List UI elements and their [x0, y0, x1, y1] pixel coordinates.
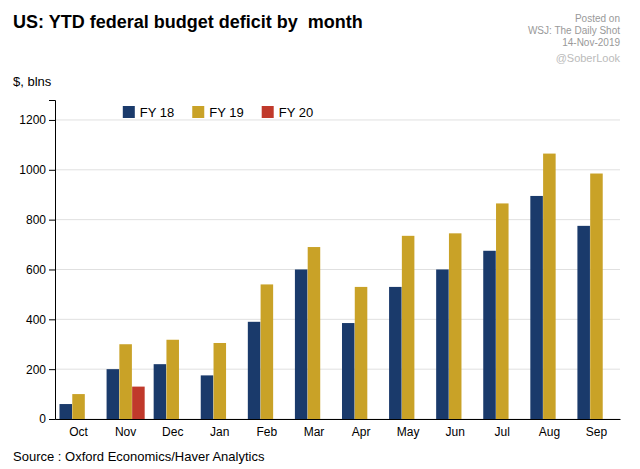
y-tick-mark: [49, 170, 55, 171]
y-tick-mark: [49, 319, 55, 320]
y-tick-label: 400: [26, 313, 46, 327]
bar: [248, 322, 261, 419]
x-tick-label: Apr: [352, 425, 371, 439]
bar: [543, 154, 556, 419]
source: Source : Oxford Economics/Haver Analytic…: [13, 449, 265, 464]
annotation: @SoberLook: [556, 52, 621, 64]
x-tick-label: Jan: [210, 425, 229, 439]
bar: [214, 343, 227, 419]
bar: [530, 196, 543, 419]
y-tick: 200: [26, 362, 55, 376]
y-tick-mark: [49, 369, 55, 370]
title: US: YTD federal budget deficit by month: [13, 12, 363, 32]
x-tick: May: [397, 425, 420, 439]
x-tick-label: Jun: [446, 425, 465, 439]
bar-series: [132, 387, 145, 419]
bars: [59, 154, 602, 419]
x-tick: Jun: [446, 425, 465, 439]
x-tick: Aug: [539, 425, 560, 439]
bar: [119, 344, 132, 419]
legend-item: FY 19: [192, 105, 243, 120]
y-tick-mark: [49, 120, 55, 121]
y-tick: 1200: [19, 113, 55, 127]
y-tick-label: 600: [26, 263, 46, 277]
x-tick: Jan: [210, 425, 229, 439]
bar-series: [59, 196, 589, 419]
bar: [107, 369, 120, 419]
legend-swatch: [123, 106, 135, 118]
x-axis-line: [56, 419, 621, 420]
legend-label: FY 20: [279, 105, 313, 120]
bar-series: [72, 154, 602, 419]
bar: [449, 233, 462, 419]
x-tick-label: Sep: [586, 425, 608, 439]
x-tick: Mar: [304, 425, 325, 439]
y-axis-title: $, blns: [13, 74, 52, 89]
y-tick: 1000: [19, 163, 55, 177]
x-tick-label: Feb: [257, 425, 278, 439]
grid: [55, 120, 620, 419]
bar: [436, 269, 449, 419]
y-tick-mark: [49, 269, 55, 270]
legend-label: FY 18: [140, 105, 174, 120]
grid-line: [55, 169, 620, 170]
y-tick-label: 0: [39, 412, 46, 426]
y-tick: 400: [26, 313, 55, 327]
x-tick: Apr: [352, 425, 371, 439]
x-tick-label: Oct: [69, 425, 88, 439]
bar: [355, 287, 368, 419]
legend-item: FY 20: [262, 105, 313, 120]
x-tick-label: Nov: [115, 425, 136, 439]
x-tick: Oct: [69, 425, 88, 439]
y-axis: 0 200 400 600 800 1000 1200: [19, 101, 55, 427]
plot: 0 200 400 600 800 1000 1200 Oct Nov Dec Jan Feb Mar A…: [19, 101, 620, 439]
y-tick: 0: [39, 412, 55, 426]
bar: [590, 174, 603, 419]
annotation: 14-Nov-2019: [562, 37, 620, 48]
legend-swatch: [262, 106, 274, 118]
y-tick-label: 1200: [19, 113, 46, 127]
bar: [154, 364, 167, 419]
x-tick-label: Dec: [162, 425, 183, 439]
bar: [166, 340, 179, 419]
x-tick-label: Aug: [539, 425, 560, 439]
legend-swatch: [192, 106, 204, 118]
bar: [261, 284, 274, 419]
bar: [496, 203, 509, 419]
legend: FY 18 FY 19 FY 20: [123, 105, 313, 120]
bar: [308, 247, 321, 419]
x-tick: Nov: [115, 425, 136, 439]
x-tick-label: May: [397, 425, 420, 439]
chart: US: YTD federal budget deficit by month $…: [0, 0, 640, 469]
bar: [72, 394, 85, 419]
x-tick: Sep: [586, 425, 608, 439]
y-axis-line: [49, 101, 56, 420]
bar: [577, 226, 590, 419]
y-tick-label: 1000: [19, 163, 46, 177]
x-tick: Jul: [495, 425, 510, 439]
y-tick-mark: [49, 220, 55, 221]
annotation: Posted on: [575, 13, 620, 24]
legend-label: FY 19: [209, 105, 243, 120]
y-tick: 800: [26, 213, 55, 227]
x-tick-label: Jul: [495, 425, 510, 439]
bar: [402, 236, 415, 419]
legend-item: FY 18: [123, 105, 174, 120]
y-tick-label: 200: [26, 362, 46, 376]
bar: [201, 375, 214, 419]
annotation: WSJ: The Daily Shot: [528, 25, 620, 36]
bar: [483, 251, 496, 419]
bar: [295, 269, 308, 419]
bar: [389, 287, 402, 419]
y-tick: 600: [26, 263, 55, 277]
x-axis: Oct Nov Dec Jan Feb Mar Apr May Jun Jul Aug Sep: [56, 420, 621, 439]
y-tick-label: 800: [26, 213, 46, 227]
x-tick: Feb: [257, 425, 278, 439]
x-tick: Dec: [162, 425, 183, 439]
bar: [132, 387, 145, 419]
bar: [59, 404, 72, 419]
bar: [342, 323, 355, 419]
x-tick-label: Mar: [304, 425, 325, 439]
y-tick-mark: [49, 419, 55, 420]
